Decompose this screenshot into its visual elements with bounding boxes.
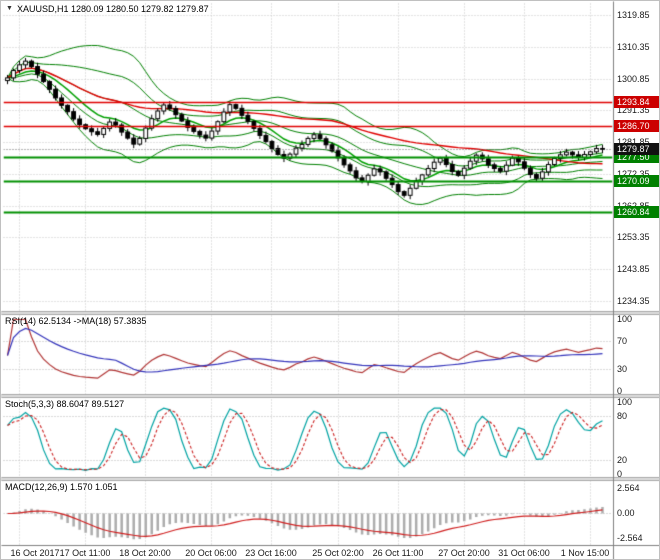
symbol-ohlc-label: XAUUSD,H1 1280.09 1280.50 1279.82 1279.8…	[16, 4, 209, 14]
macd-indicator-label: MACD(12,26,9) 1.570 1.051	[5, 482, 118, 492]
chart-dropdown-icon[interactable]: ▼	[6, 5, 13, 12]
stoch-indicator-label: Stoch(5,3,3) 88.6047 89.5127	[5, 399, 125, 409]
symbol-info-bar: ▼ XAUUSD,H1 1280.09 1280.50 1279.82 1279…	[6, 4, 209, 14]
rsi-indicator-label: RSI(14) 62.5134 ->MA(18) 57.3835	[5, 316, 147, 326]
